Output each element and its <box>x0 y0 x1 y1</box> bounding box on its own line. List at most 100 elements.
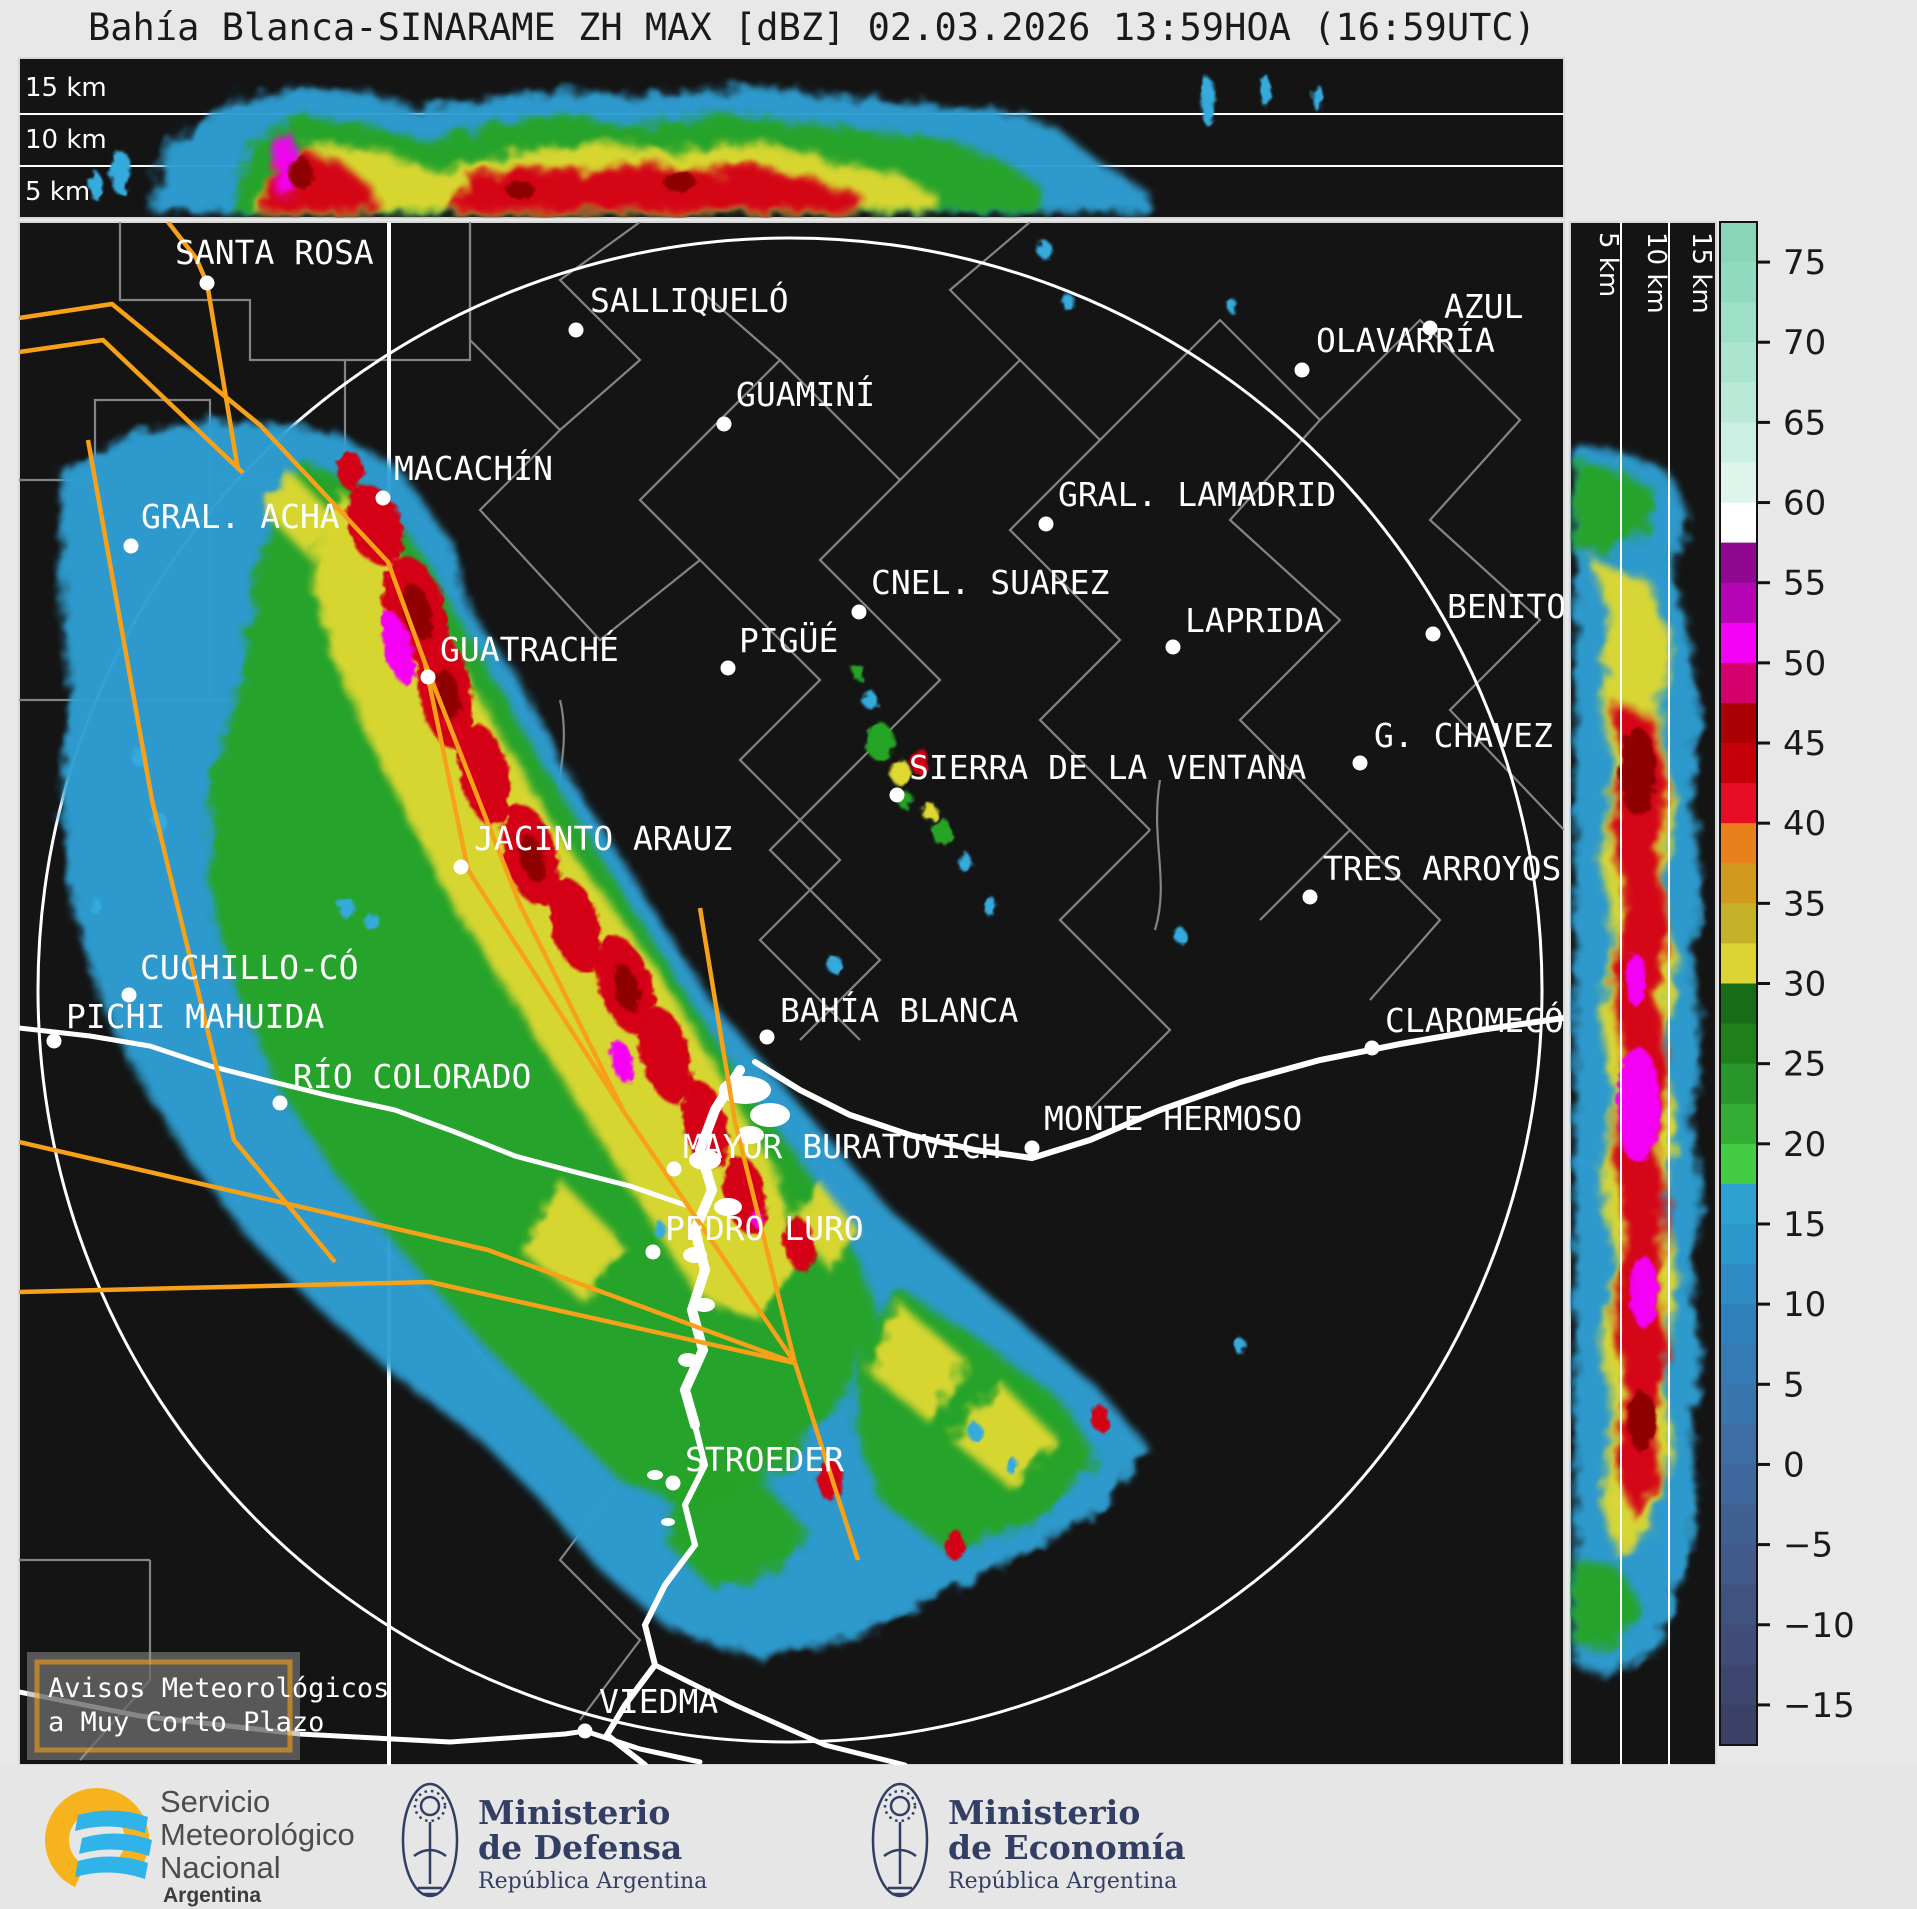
radar-echo-cell <box>945 1530 965 1560</box>
radar-echo-cell <box>1628 1392 1656 1452</box>
warning-polygons <box>19 222 861 1561</box>
colorbar-step <box>1720 903 1757 945</box>
top-panel-5km-label: 5 km <box>25 177 90 207</box>
city-dot <box>1294 362 1310 378</box>
radar-range-ring <box>36 236 1544 1744</box>
economia-emblem-icon <box>871 1782 929 1898</box>
colorbar-step <box>1720 382 1757 424</box>
radar-echo-cell <box>983 897 997 915</box>
colorbar-step <box>1720 1264 1757 1305</box>
radar-echo-region <box>450 162 862 212</box>
top-panel-15km-label: 15 km <box>25 73 107 103</box>
warning-polygon-line <box>792 1362 861 1561</box>
colorbar-step <box>1720 702 1757 744</box>
colorbar-tick-label: 5 <box>1783 1365 1805 1405</box>
main-map-panel: SANTA ROSA SALLIQUELÓ GUAMINÍ OLAVARRÍAAZUL… <box>18 221 1565 1766</box>
radar-echo-cell <box>638 1006 692 1104</box>
colorbar-step <box>1720 262 1757 303</box>
smn-logo <box>45 1788 152 1892</box>
colorbar-step <box>1720 622 1757 664</box>
radar-echo-cell <box>346 484 404 566</box>
colorbar-tick-label: −5 <box>1783 1526 1833 1566</box>
defensa-logo <box>401 1782 459 1898</box>
warning-polygon-line <box>19 1139 796 1366</box>
colorbar-step <box>1720 1023 1757 1065</box>
legend-box-border <box>34 1659 293 1753</box>
city-label: GRAL. LAMADRID <box>1058 475 1336 514</box>
economia-line3: República Argentina <box>948 1869 1177 1894</box>
radar-echo-cell <box>1227 299 1237 313</box>
colorbar-step <box>1720 462 1757 504</box>
city-label: CUCHILLO-CÓ <box>140 947 359 987</box>
colorbar-tick-label: 10 <box>1783 1285 1826 1325</box>
radar-echo-cell <box>863 691 877 709</box>
legend-line2: a Muy Corto Plazo <box>48 1707 324 1738</box>
city-label: JACINTO ARAUZ <box>474 819 732 858</box>
economia-line1: Ministerio <box>948 1793 1140 1832</box>
smn-name-line2: Meteorológico <box>160 1817 355 1852</box>
radar-echo-cell <box>506 181 534 199</box>
colorbar-step <box>1720 1704 1757 1746</box>
city-label: VIEDMA <box>599 1682 718 1721</box>
warning-polygon-line <box>422 662 627 1114</box>
colorbar-step <box>1720 1664 1757 1706</box>
colorbar-step <box>1720 1424 1757 1466</box>
southeast-coastline <box>652 1662 908 1765</box>
city-label: PIGÜÉ <box>739 620 838 660</box>
smn-logo-icon <box>45 1788 149 1892</box>
radar-echo-cell <box>1201 78 1215 126</box>
radar-echo-cell <box>1174 927 1186 943</box>
colorbar-tick-label: 55 <box>1783 564 1826 604</box>
city-dot <box>665 1475 681 1491</box>
colorbar-step <box>1720 823 1757 865</box>
colorbar-step <box>1720 422 1757 464</box>
colorbar-step <box>1720 1544 1757 1586</box>
city-dot <box>1422 320 1438 336</box>
colorbar-step <box>1720 542 1757 584</box>
right-panel-radar-echoes <box>1574 446 1702 1676</box>
radar-echo-cell <box>518 834 546 882</box>
radar-echo-cell <box>1091 1405 1109 1431</box>
north-coastline <box>752 1015 1564 1162</box>
city-dot <box>375 490 391 506</box>
city-dot <box>121 987 137 1003</box>
colorbar-tick-label: 45 <box>1783 724 1826 764</box>
radar-echo-cell <box>1062 294 1074 310</box>
colorbar-step <box>1720 1344 1757 1386</box>
radar-echo-cell <box>89 898 101 914</box>
top-panel-10km-label: 10 km <box>25 125 107 155</box>
city-label: BAHÍA BLANCA <box>780 990 1019 1030</box>
colorbar-tick-label: 50 <box>1783 644 1826 684</box>
colorbar-tick-label: 65 <box>1783 403 1826 443</box>
radar-echo-cell <box>288 156 312 188</box>
smn-waves-icon <box>75 1810 152 1879</box>
top-panel-radar-echoes <box>89 74 1323 212</box>
city-dot <box>272 1095 288 1111</box>
footer-background <box>0 1765 1917 1909</box>
defensa-line1: Ministerio <box>478 1793 670 1832</box>
city-label: PEDRO LURO <box>665 1209 864 1248</box>
colorbar-step <box>1720 1223 1757 1265</box>
economia-logo <box>871 1782 929 1898</box>
colorbar-tick-label: −15 <box>1783 1686 1855 1726</box>
colorbar-tick-label: 40 <box>1783 804 1826 844</box>
colorbar-step <box>1720 502 1757 544</box>
warning-polygon-line <box>19 337 245 475</box>
radar-echo-cell <box>1626 954 1646 1006</box>
colorbar-step <box>1720 582 1757 624</box>
city-label: TRES ARROYOS <box>1323 849 1561 888</box>
colorbar-step <box>1720 1143 1757 1185</box>
city-dot <box>1302 889 1318 905</box>
radar-echo-cell <box>852 664 864 680</box>
city-dot <box>568 322 584 338</box>
warning-polygon-line <box>166 222 241 471</box>
rio-colorado-river <box>19 1025 688 1208</box>
radar-echo-cell <box>1038 241 1052 259</box>
city-label: CNEL. SUAREZ <box>871 563 1109 602</box>
radar-echo-cell <box>459 723 511 827</box>
radar-echo-region <box>952 1382 1058 1490</box>
warning-polygon-line <box>19 301 797 1365</box>
city-dot <box>199 275 215 291</box>
